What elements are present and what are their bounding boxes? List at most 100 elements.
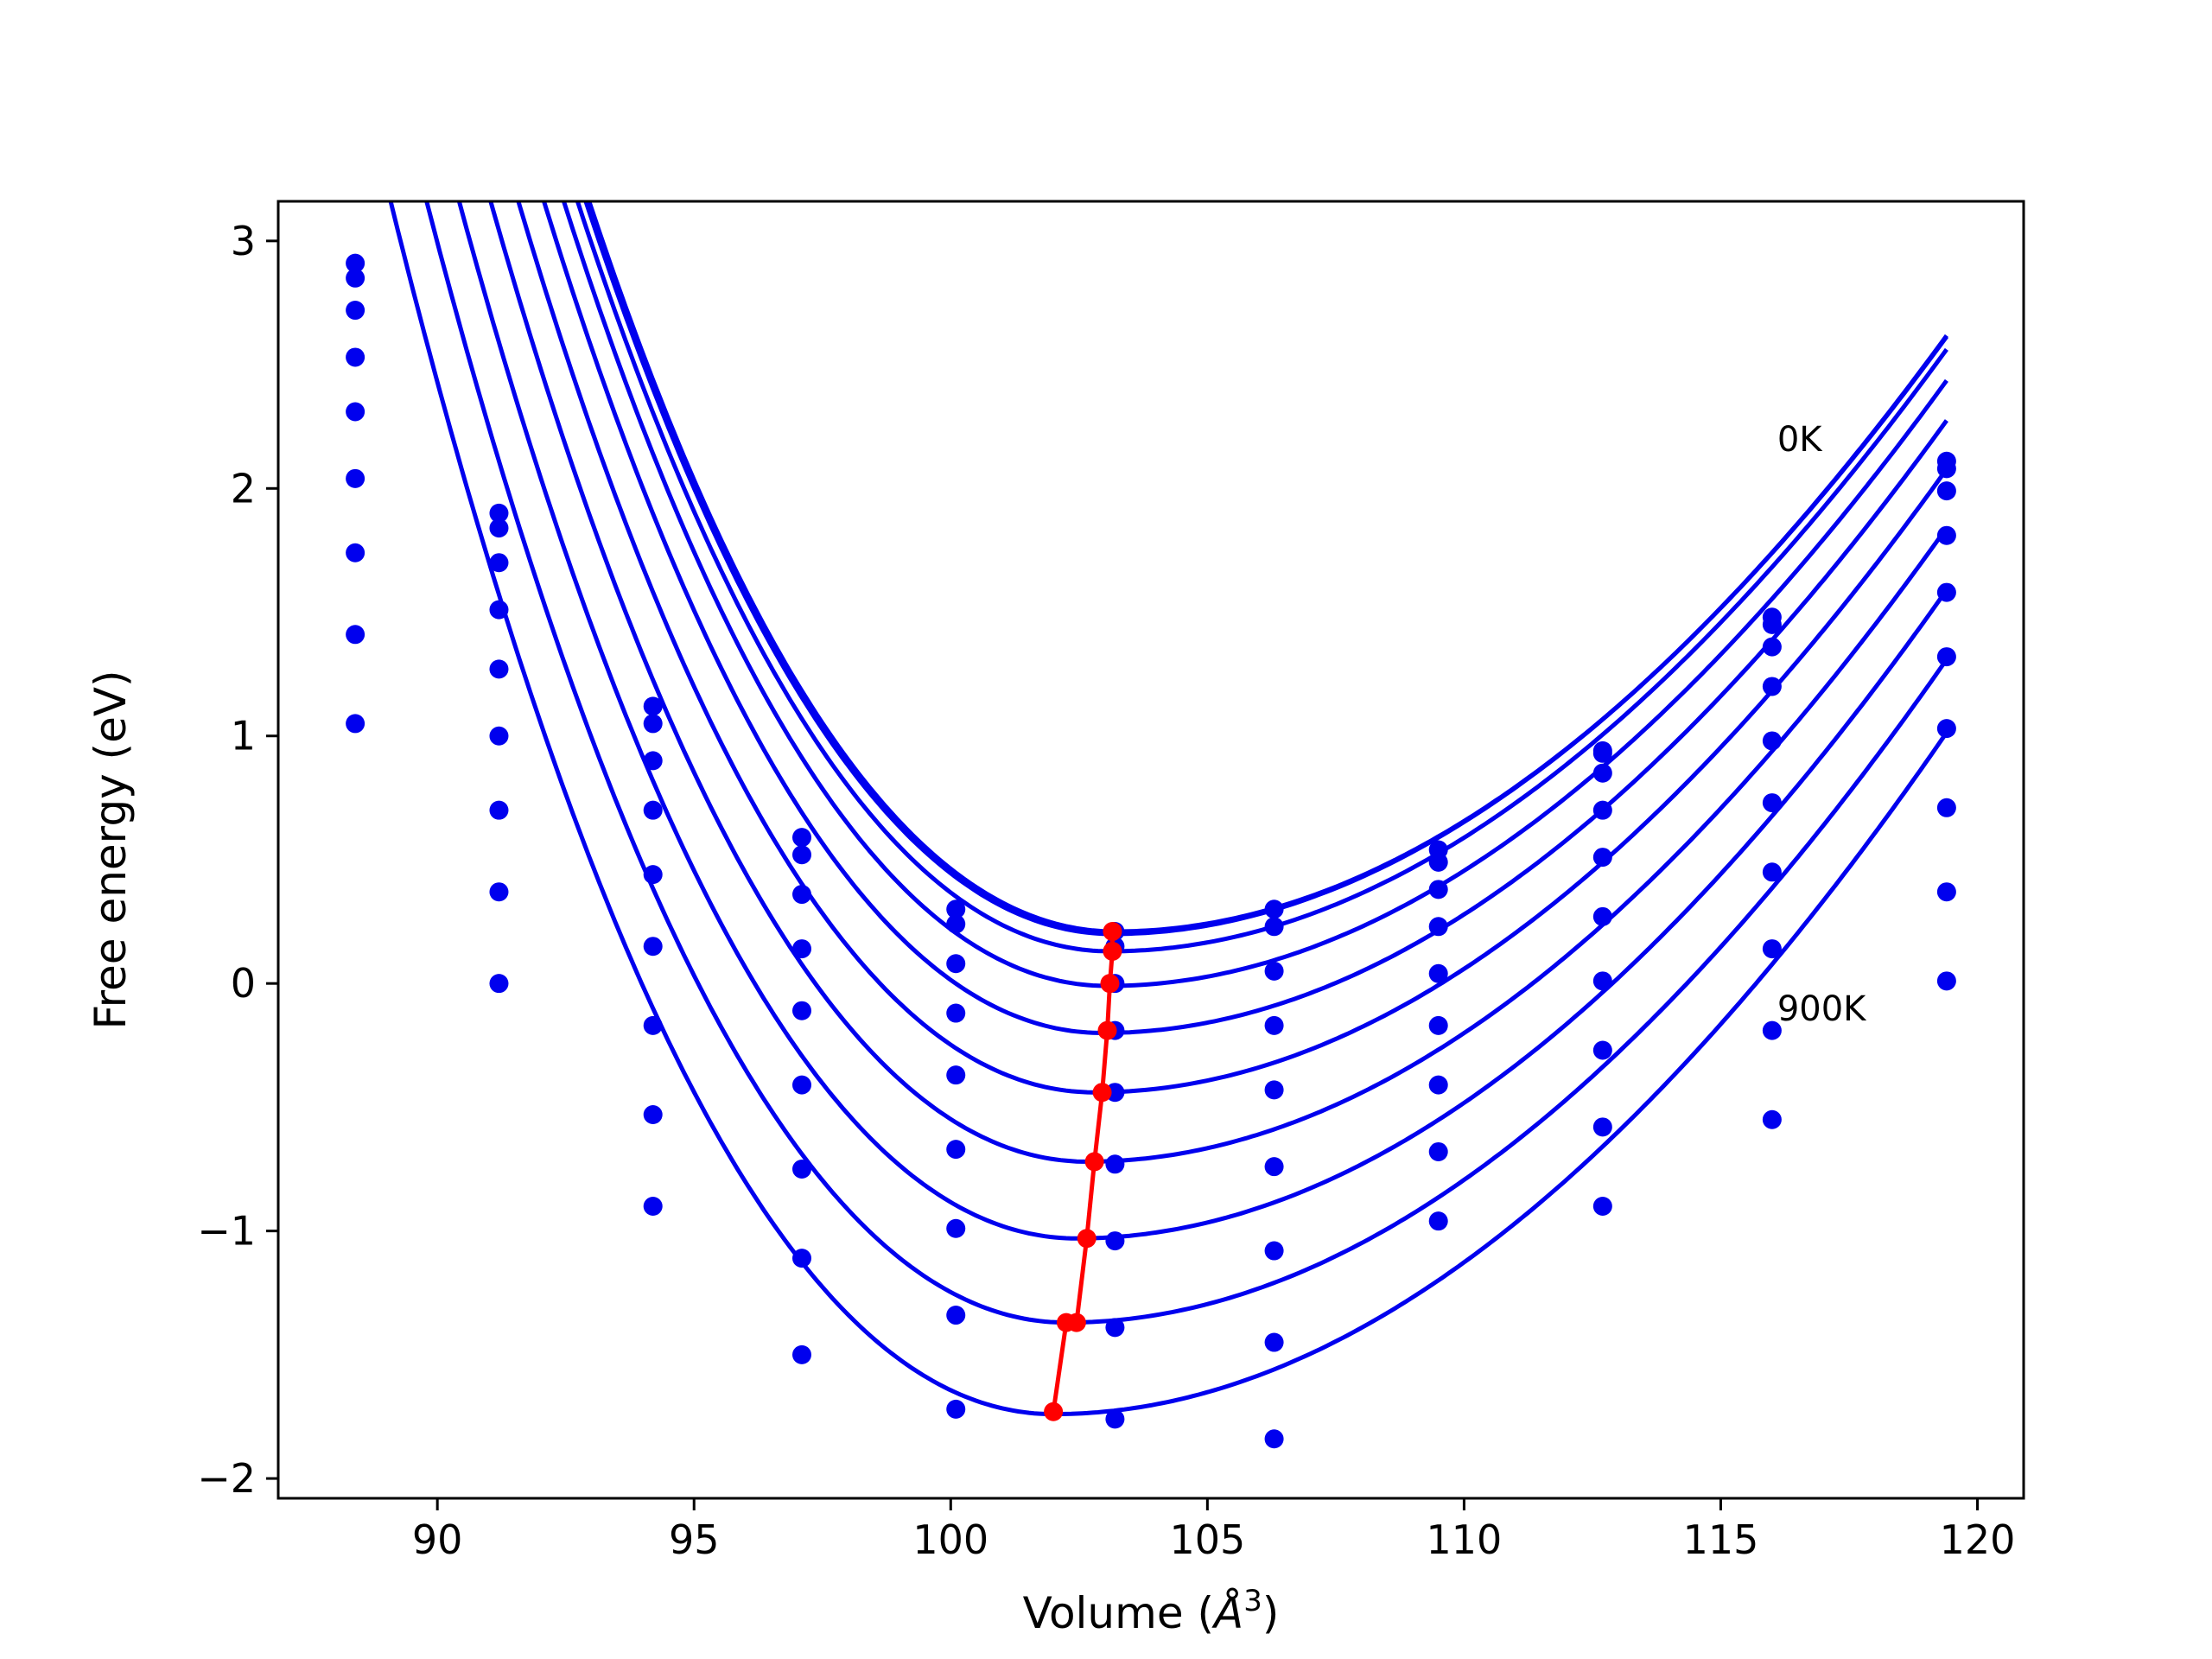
data-point: [1264, 961, 1284, 981]
y-tick-label: −2: [197, 1455, 256, 1502]
data-point: [1762, 1109, 1782, 1129]
data-point: [346, 253, 365, 273]
data-point: [489, 974, 509, 994]
data-point: [1264, 1429, 1284, 1449]
data-point: [1936, 882, 1956, 902]
data-point: [346, 347, 365, 367]
data-point: [346, 625, 365, 645]
y-tick-label: 3: [231, 218, 256, 264]
axes-frame: [276, 200, 2025, 1500]
x-tick-label: 100: [912, 1516, 988, 1563]
data-point: [1762, 677, 1782, 696]
fit-curve-6: [516, 201, 1948, 1095]
x-axis-label: Volume (Å3): [1023, 1584, 1280, 1638]
plot-area: [346, 201, 1956, 1449]
data-point: [1592, 1117, 1612, 1137]
data-point: [792, 1075, 811, 1095]
data-point: [946, 1306, 966, 1325]
minimum-point: [1100, 974, 1120, 994]
minimum-point: [1077, 1229, 1096, 1249]
fit-curve-3: [575, 201, 1948, 954]
y-axis-ticks: −2 −1 0 1 2 3: [197, 218, 278, 1502]
data-point: [1428, 1075, 1448, 1095]
minimum-point: [1092, 1083, 1112, 1103]
data-point: [1428, 1015, 1448, 1035]
data-point: [1936, 481, 1956, 501]
minimum-point: [1056, 1313, 1076, 1332]
data-point: [792, 1001, 811, 1020]
x-tick-label: 120: [1940, 1516, 2016, 1563]
data-point: [346, 468, 365, 488]
y-tick-label: 1: [231, 713, 256, 760]
data-point: [1264, 1332, 1284, 1352]
data-point: [1936, 798, 1956, 817]
fit-curve-4: [561, 201, 1948, 988]
data-point: [643, 714, 663, 734]
x-tick-label: 115: [1683, 1516, 1759, 1563]
data-point: [489, 553, 509, 573]
data-point: [643, 1105, 663, 1125]
fit-curve-2: [583, 201, 1948, 937]
annotations: 0K 900K: [1777, 420, 1867, 1029]
x-axis-ticks: 90 95 100 105 110 115 120: [412, 1498, 2016, 1563]
data-point: [946, 954, 966, 974]
data-point: [1762, 614, 1782, 634]
data-point: [643, 937, 663, 957]
fit-curve-10: [388, 201, 1948, 1417]
data-point: [489, 882, 509, 902]
x-tick-label: 110: [1427, 1516, 1503, 1563]
minimum-point: [1044, 1402, 1064, 1421]
data-point: [792, 1160, 811, 1179]
data-point: [1592, 1040, 1612, 1060]
minimum-point: [1097, 1020, 1117, 1040]
data-point: [946, 899, 966, 919]
data-point: [1762, 862, 1782, 882]
x-axis-label-text: Volume (: [1023, 1588, 1214, 1638]
data-point: [489, 726, 509, 746]
data-point: [346, 268, 365, 288]
data-point: [643, 1196, 663, 1216]
x-tick-label: 95: [669, 1516, 720, 1563]
data-point: [946, 1003, 966, 1023]
data-point: [946, 1399, 966, 1419]
x-axis-label-close: ): [1262, 1588, 1280, 1638]
data-point: [1936, 971, 1956, 991]
data-point: [1105, 1154, 1125, 1174]
data-point: [1105, 1409, 1125, 1429]
data-point: [792, 1344, 811, 1364]
data-point: [1762, 637, 1782, 657]
data-point: [792, 939, 811, 959]
data-point: [792, 828, 811, 848]
x-axis-label-unit: Å: [1211, 1588, 1243, 1638]
data-point: [1105, 1231, 1125, 1251]
data-point: [1592, 848, 1612, 868]
annotation-label: 0K: [1777, 420, 1823, 460]
data-point: [1264, 1157, 1284, 1177]
fit-curve-8: [456, 201, 1948, 1241]
y-axis-label: Free energy (eV): [86, 670, 136, 1029]
data-point: [1936, 647, 1956, 667]
data-point: [1428, 963, 1448, 983]
data-point: [792, 845, 811, 865]
fit-curve-5: [541, 201, 1948, 1036]
data-point: [489, 518, 509, 538]
fit-curve-7: [488, 201, 1948, 1164]
data-point: [1264, 1080, 1284, 1100]
data-point: [346, 714, 365, 734]
fit-curve-9: [424, 201, 1948, 1325]
data-point: [1936, 719, 1956, 739]
y-tick-label: 2: [231, 465, 256, 512]
data-point: [346, 402, 365, 422]
data-point: [346, 543, 365, 563]
minimum-point: [1103, 941, 1122, 961]
data-point: [489, 800, 509, 820]
data-point: [643, 696, 663, 716]
y-tick-label: −1: [197, 1208, 256, 1255]
x-tick-label: 90: [412, 1516, 463, 1563]
minimum-point: [1103, 922, 1122, 942]
data-point: [1428, 1211, 1448, 1231]
data-point: [643, 800, 663, 820]
